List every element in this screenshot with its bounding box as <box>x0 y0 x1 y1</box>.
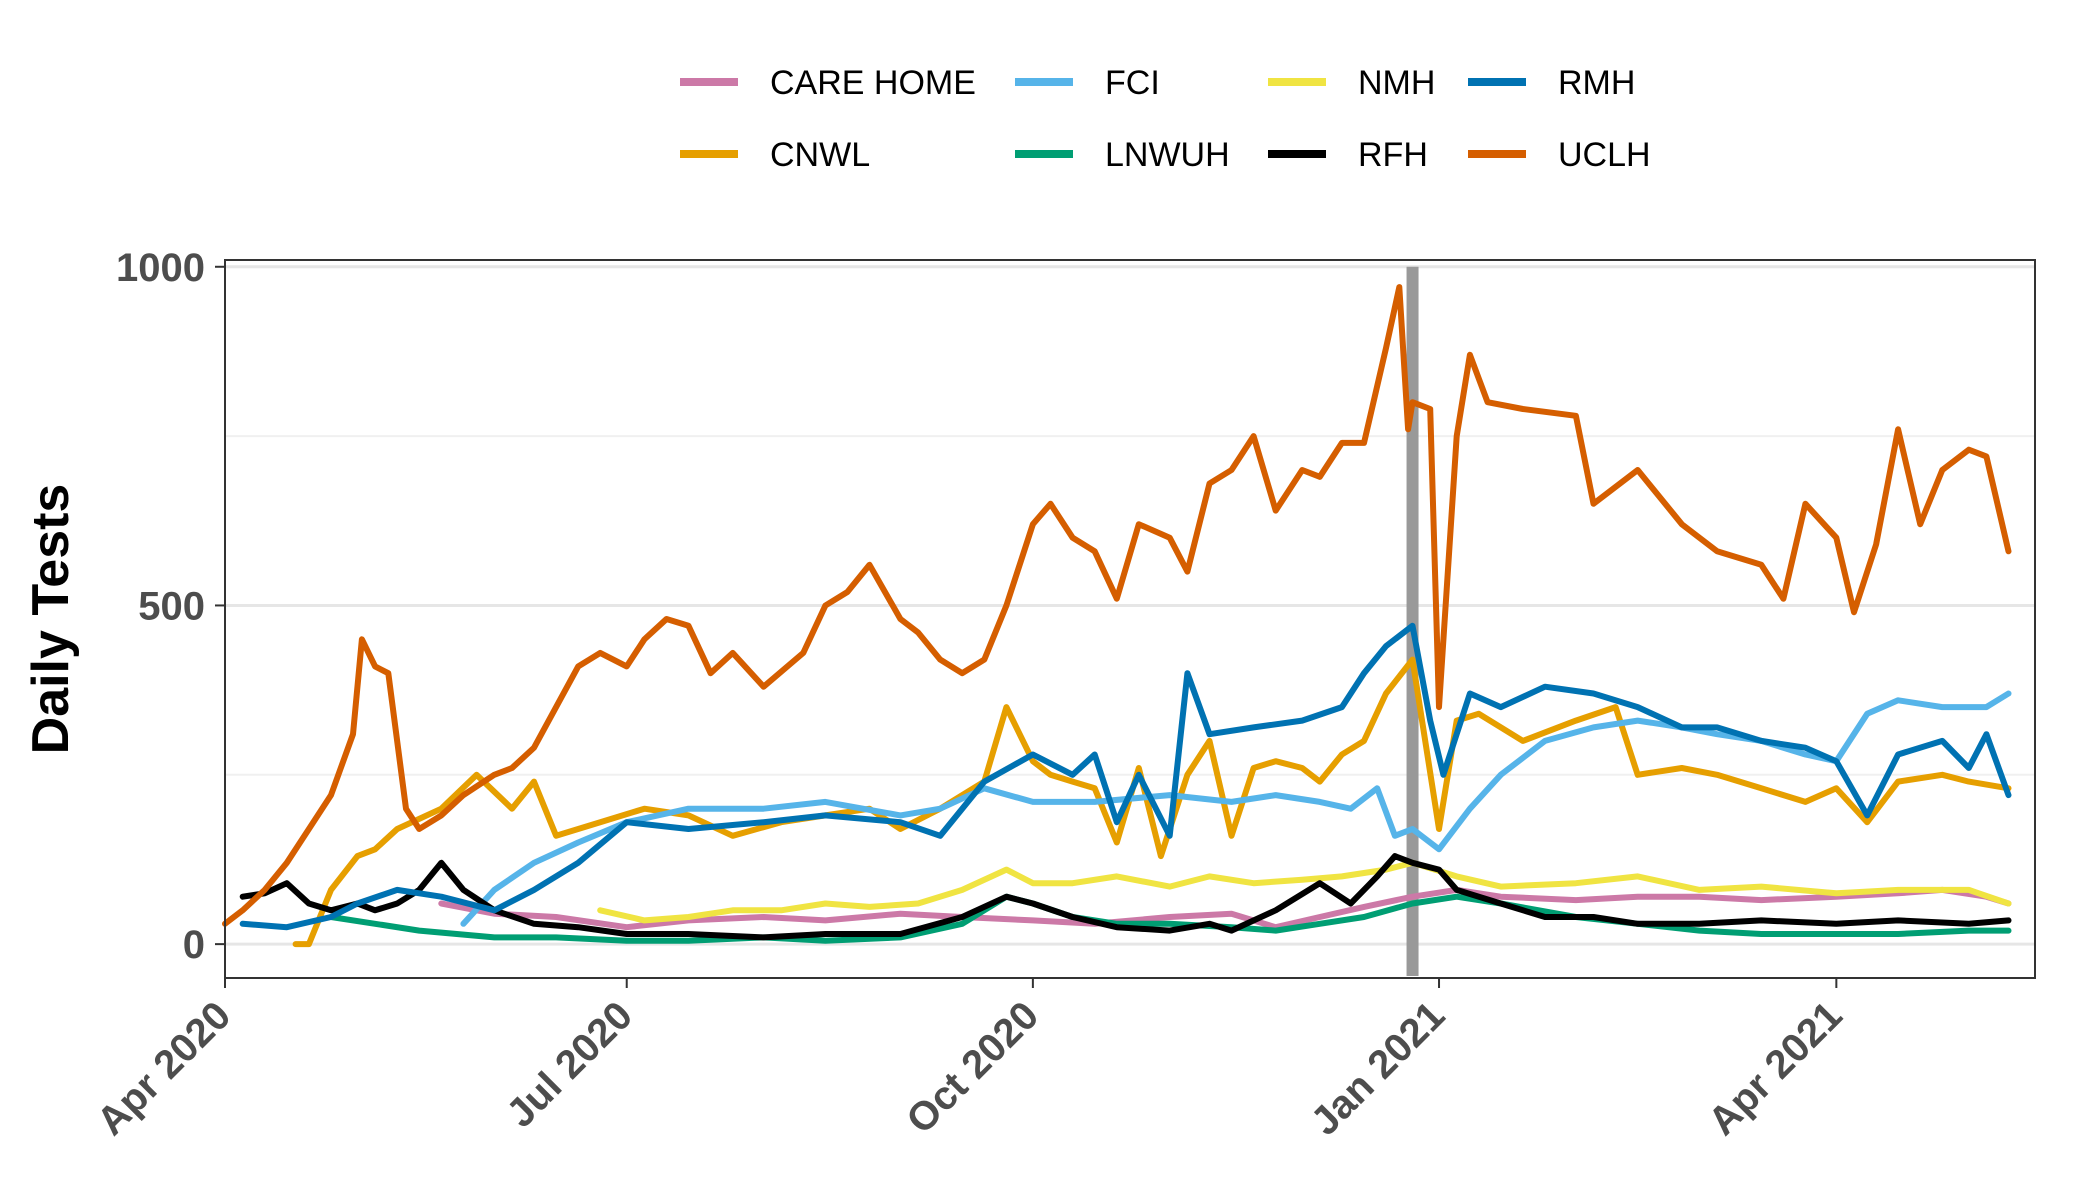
y-tick-label: 500 <box>138 584 205 628</box>
y-tick-label: 0 <box>183 923 205 967</box>
legend-item-fci: FCI <box>1015 64 1160 102</box>
legend-label: LNWUH <box>1105 136 1230 174</box>
legend-item-uclh: UCLH <box>1468 136 1651 174</box>
legend-label: NMH <box>1358 64 1435 102</box>
legend-item-cnwl: CNWL <box>680 136 870 174</box>
series-line-cnwl <box>292 656 2012 948</box>
legend-label: UCLH <box>1558 136 1651 174</box>
legend-item-lnwuh: LNWUH <box>1015 136 1230 174</box>
plot-frame <box>224 259 2036 979</box>
legend-item-care-home: CARE HOME <box>680 64 976 102</box>
y-tick-label: 1000 <box>116 246 205 290</box>
series-line-fci <box>460 690 2012 927</box>
chart-legend: CARE HOME CNWL FCI LNWUH NMH RFH RMH UCLH <box>680 64 1651 174</box>
legend-label: RFH <box>1358 136 1428 174</box>
series-line-care-home <box>438 886 2012 931</box>
series-line-nmh <box>597 859 2012 924</box>
series-lines <box>222 284 2012 948</box>
legend-item-rmh: RMH <box>1468 64 1635 102</box>
series-line-rmh <box>239 622 2012 931</box>
legend-label: CARE HOME <box>770 64 976 102</box>
gridlines <box>225 265 2035 946</box>
series-line-uclh <box>222 284 2012 927</box>
series-line-rfh <box>239 853 2012 941</box>
legend-label: RMH <box>1558 64 1635 102</box>
legend-item-nmh: NMH <box>1268 64 1435 102</box>
y-axis-title: Daily Tests <box>22 484 80 755</box>
y-axis: 0 500 1000 <box>116 246 225 967</box>
series-line-lnwuh <box>328 893 2012 944</box>
legend-label: CNWL <box>770 136 870 174</box>
legend-label: FCI <box>1105 64 1160 102</box>
legend-item-rfh: RFH <box>1268 136 1428 174</box>
